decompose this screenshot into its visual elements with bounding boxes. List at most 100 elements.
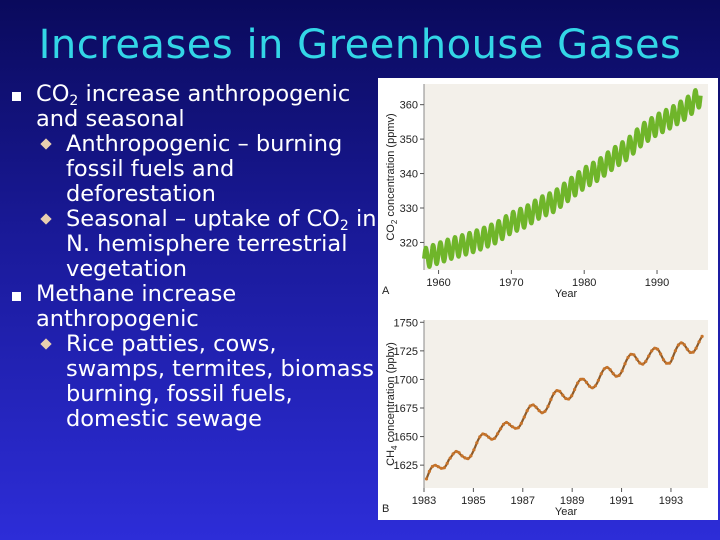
ch4-data-point [647, 354, 651, 358]
co2-panel-label: A [382, 285, 390, 297]
diamond-bullet-icon [40, 338, 52, 350]
ch4-data-point [457, 451, 461, 455]
ch4-y-tick-label: 1625 [394, 460, 418, 472]
co2-y-tick-label: 350 [400, 134, 418, 146]
ch4-data-point [676, 343, 680, 347]
ch4-x-axis-label: Year [555, 506, 578, 518]
ch4-plot-area [424, 320, 708, 488]
ch4-x-tick-label: 1987 [511, 495, 535, 507]
diamond-bullet-icon [40, 213, 52, 225]
ch4-data-point [697, 340, 701, 344]
ch4-data-point [430, 464, 434, 469]
ch4-data-point [439, 466, 443, 470]
ch4-data-point [629, 352, 633, 356]
sub-bullet-sources-text: Rice patties, cows, swamps, termites, bi… [66, 331, 374, 432]
ch4-data-point [528, 404, 532, 408]
ch4-data-point [626, 355, 630, 360]
ch4-data-point [525, 409, 529, 413]
ch4-panel-label: B [382, 503, 389, 515]
ch4-x-tick-label: 1991 [609, 495, 633, 507]
ch4-data-point [664, 361, 669, 365]
bullet-co2-text-after: increase anthropogenic and seasonal [36, 81, 351, 132]
ch4-data-point [653, 346, 657, 350]
ch4-data-point [561, 393, 565, 397]
sub-bullet-seasonal: Seasonal – uptake of CO2 in N. hemispher… [8, 207, 378, 282]
ch4-data-point [608, 368, 612, 372]
ch4-data-point [685, 347, 689, 351]
co2-series-line [422, 88, 703, 269]
ch4-data-point [605, 365, 609, 370]
ch4-data-point [516, 426, 520, 430]
ch4-data-point [510, 425, 514, 429]
ch4-x-tick-label: 1989 [560, 495, 584, 507]
sub-bullet-seasonal-text-after: in N. hemisphere terrestrial vegetation [66, 206, 377, 282]
ch4-data-point [632, 353, 636, 357]
ch4-data-point [644, 359, 648, 363]
ch4-data-point [424, 477, 429, 481]
square-bullet-icon [12, 292, 21, 301]
ch4-data-point [602, 367, 606, 371]
ch4-data-point [451, 452, 455, 456]
bullet-list: CO2 increase anthropogenic and seasonal … [8, 82, 378, 432]
ch4-data-point [448, 456, 452, 460]
ch4-data-point [650, 349, 654, 353]
co2-x-tick-label: 1960 [426, 277, 450, 289]
ch4-data-point [584, 380, 589, 384]
ch4-data-point [679, 341, 683, 345]
ch4-data-point [454, 449, 458, 454]
ch4-data-point [579, 377, 583, 381]
ch4-data-point [581, 377, 586, 381]
ch4-data-point [673, 349, 677, 353]
co2-y-tick-label: 340 [400, 169, 418, 181]
sub-bullet-seasonal-text: Seasonal – uptake of CO [66, 206, 340, 232]
co2-x-tick-label: 1990 [645, 277, 669, 289]
ch4-x-tick-label: 1983 [412, 495, 436, 507]
co2-y-tick-label: 330 [400, 203, 418, 215]
subscript-2: 2 [69, 93, 79, 109]
ch4-data-point [599, 372, 603, 376]
ch4-x-tick-label: 1985 [461, 495, 485, 507]
ch4-data-point [481, 432, 485, 436]
sub-bullet-sources: Rice patties, cows, swamps, termites, bi… [8, 332, 378, 432]
co2-x-axis-label: Year [555, 288, 578, 300]
ch4-data-point [478, 435, 482, 439]
ch4-data-point [641, 362, 645, 366]
ch4-data-point [638, 361, 642, 365]
figure-svg: 320 330 340 350 360 1960 1970 1980 1990 Year A CO2 … [382, 84, 708, 518]
ch4-data-point [596, 378, 600, 382]
co2-y-axis-label: CO2 concentration (ppmv) [385, 113, 399, 240]
square-bullet-icon [12, 92, 21, 101]
ch4-data-point [656, 347, 660, 351]
co2-y-tick-label: 360 [400, 100, 418, 112]
ch4-y-tick-label: 1725 [394, 346, 418, 358]
ch4-data-point [445, 461, 449, 465]
ch4-data-point [427, 469, 431, 473]
ch4-data-point [466, 457, 470, 461]
ch4-data-point [499, 427, 503, 431]
ch4-y-tick-label: 1650 [394, 432, 418, 444]
ch4-data-point [490, 437, 494, 441]
ch4-data-point [522, 415, 526, 419]
ch4-y-tick-label: 1750 [394, 317, 418, 329]
ch4-data-point [694, 346, 698, 350]
ch4-data-point [659, 352, 663, 356]
ch4-data-point [469, 454, 473, 458]
figure-panel: 320 330 340 350 360 1960 1970 1980 1990 Year A CO2 … [378, 78, 718, 520]
ch4-data-point [537, 409, 541, 413]
ch4-y-axis-label: CH4 concentration (ppbv) [385, 342, 399, 466]
ch4-data-point [688, 350, 692, 354]
ch4-data-point [493, 436, 497, 440]
ch4-data-point [546, 404, 550, 408]
ch4-data-point [617, 373, 621, 377]
ch4-data-point [682, 343, 686, 347]
bullet-methane-text: Methane increase anthropogenic [36, 281, 237, 332]
sub-bullet-anthropogenic-text: Anthropogenic – burning fossil fuels and… [66, 131, 343, 207]
ch4-data-point [567, 397, 571, 401]
ch4-data-point [487, 435, 491, 439]
ch4-data-point [484, 433, 488, 437]
ch4-data-point [504, 420, 509, 425]
ch4-data-point [700, 334, 704, 338]
bullet-co2-text: CO [36, 81, 70, 107]
bullet-co2: CO2 increase anthropogenic and seasonal [8, 82, 378, 132]
ch4-data-point [507, 422, 511, 426]
